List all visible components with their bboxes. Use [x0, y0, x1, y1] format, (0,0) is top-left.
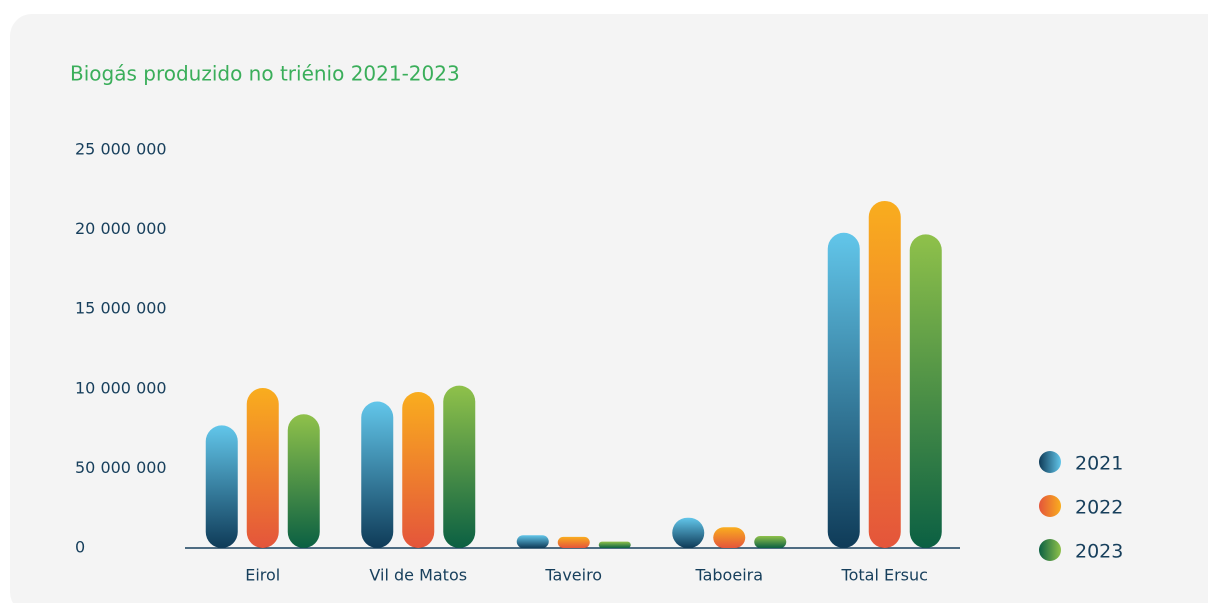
legend-label: 2022 — [1075, 497, 1123, 519]
chart-title: Biogás produzido no triénio 2021-2023 — [70, 62, 460, 86]
y-tick-label: 0 — [75, 538, 85, 557]
x-tick-label: Taveiro — [544, 566, 602, 585]
bar — [443, 385, 476, 548]
x-tick-label: Taboeira — [694, 566, 763, 585]
legend-marker — [1039, 539, 1061, 561]
bar — [672, 517, 705, 548]
x-tick-label: Total Ersuc — [841, 566, 928, 585]
x-tick-label: Eirol — [245, 566, 280, 585]
bar — [598, 541, 631, 548]
bar — [713, 527, 746, 548]
legend-marker — [1039, 495, 1061, 517]
bar — [909, 234, 942, 548]
bar — [557, 536, 590, 548]
bar — [827, 232, 860, 548]
bar — [246, 388, 279, 548]
bar — [205, 425, 238, 548]
bar — [402, 391, 435, 548]
legend-label: 2021 — [1075, 453, 1123, 475]
bar — [287, 414, 320, 548]
y-tick-label: 50 000 000 — [75, 458, 167, 477]
bar — [361, 401, 394, 548]
bar — [754, 536, 787, 548]
y-tick-label: 10 000 000 — [75, 378, 167, 397]
y-tick-label: 15 000 000 — [75, 299, 167, 318]
y-tick-label: 25 000 000 — [75, 140, 167, 159]
card — [10, 14, 1208, 607]
x-tick-label: Vil de Matos — [369, 566, 467, 585]
legend-label: 2023 — [1075, 541, 1123, 563]
bar — [868, 200, 901, 548]
bar — [516, 535, 549, 548]
legend-marker — [1039, 451, 1061, 473]
y-tick-label: 20 000 000 — [75, 219, 167, 238]
